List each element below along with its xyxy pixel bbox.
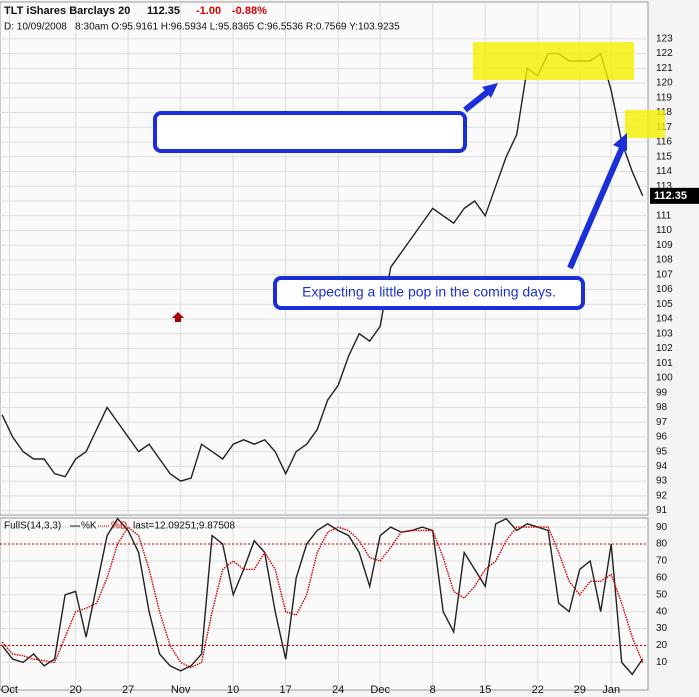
y-tick-label: 80 (656, 539, 668, 550)
y-tick-label: 103 (656, 328, 673, 339)
legend-label: %D (111, 521, 127, 532)
y-tick-label: 111 (656, 210, 672, 221)
y-tick-label: 102 (656, 343, 673, 354)
y-tick-label: 91 (656, 505, 668, 516)
y-tick-label: 101 (656, 358, 673, 369)
x-tick-label: Dec (370, 684, 390, 696)
info: D: 10/09/2008 8:30am O:95.9161 H:96.5934… (4, 22, 400, 33)
y-tick-label: 94 (656, 461, 668, 472)
arrow-head (482, 83, 498, 98)
y-tick-label: 30 (656, 623, 668, 634)
last-label: last=12.09251;9.87508 (133, 521, 235, 532)
y-tick-label: 119 (656, 92, 672, 103)
x-tick-label: 17 (280, 684, 292, 696)
y-tick-label: 97 (656, 417, 668, 428)
arrow (463, 87, 492, 113)
x-tick-label: 27 (122, 684, 134, 696)
y-tick-label: 92 (656, 490, 668, 501)
y-tick-label: 96 (656, 432, 668, 443)
highlight (625, 110, 665, 138)
y-tick-label: 120 (656, 78, 673, 89)
oscillator-title: FullS(14,3,3) (4, 521, 61, 532)
y-tick-label: 107 (656, 269, 673, 280)
y-tick-label: 50 (656, 589, 668, 600)
y-tick-label: 98 (656, 402, 668, 413)
y-tick-label: 95 (656, 446, 668, 457)
legend-label: %K (81, 521, 97, 532)
y-tick-label: 113 (656, 181, 672, 192)
arrow (567, 146, 625, 270)
y-tick-label: 104 (656, 314, 673, 325)
y-tick-label: 90 (656, 522, 668, 533)
price-tag (650, 187, 699, 204)
y-tick-label: 115 (656, 151, 672, 162)
x-tick-label: 8 (430, 684, 436, 696)
x-tick-label: 20 (69, 684, 81, 696)
x-tick-label: 10 (227, 684, 239, 696)
callout-box (153, 111, 467, 153)
x-tick-label: Oct (1, 684, 18, 696)
annotation: Expecting a little pop in the coming day… (302, 284, 556, 300)
x-tick-label: 15 (479, 684, 491, 696)
y-tick-label: 70 (656, 556, 668, 567)
last-price: 112.35 (147, 5, 180, 17)
y-tick-label: 40 (656, 606, 668, 617)
arrow-head (613, 133, 627, 151)
price-panel (0, 1, 649, 516)
callout-box (273, 276, 585, 310)
x-tick-label: 22 (532, 684, 544, 696)
y-tick-label: 114 (656, 166, 672, 177)
y-tick-label: 122 (656, 48, 673, 59)
price-tag-label: 112.35 (654, 190, 687, 202)
x-tick-label: 24 (332, 684, 344, 696)
y-tick-label: 93 (656, 476, 668, 487)
y-tick-label: 108 (656, 255, 673, 266)
x-tick-label: 29 (574, 684, 586, 696)
change: -1.00 (196, 5, 221, 17)
chart-title: TLT iShares Barclays 20 (4, 5, 130, 17)
y-tick-label: 106 (656, 284, 673, 295)
oscillator-panel (0, 517, 649, 691)
y-tick-label: 123 (656, 33, 673, 44)
change-pct: -0.88% (232, 5, 267, 17)
highlight (473, 42, 634, 80)
y-tick-label: 105 (656, 299, 673, 310)
y-tick-label: 20 (656, 640, 668, 651)
y-tick-label: 99 (656, 387, 668, 398)
y-tick-label: 116 (656, 137, 672, 148)
y-tick-label: 109 (656, 240, 673, 251)
marker (172, 312, 184, 322)
y-tick-label: 121 (656, 63, 673, 74)
x-tick-label: Jan (602, 684, 620, 696)
y-tick-label: 100 (656, 373, 673, 384)
x-tick-label: Nov (171, 684, 191, 696)
y-tick-label: 60 (656, 573, 668, 584)
y-tick-label: 10 (656, 657, 668, 668)
y-tick-label: 110 (656, 225, 672, 236)
series-line (1, 526, 644, 669)
